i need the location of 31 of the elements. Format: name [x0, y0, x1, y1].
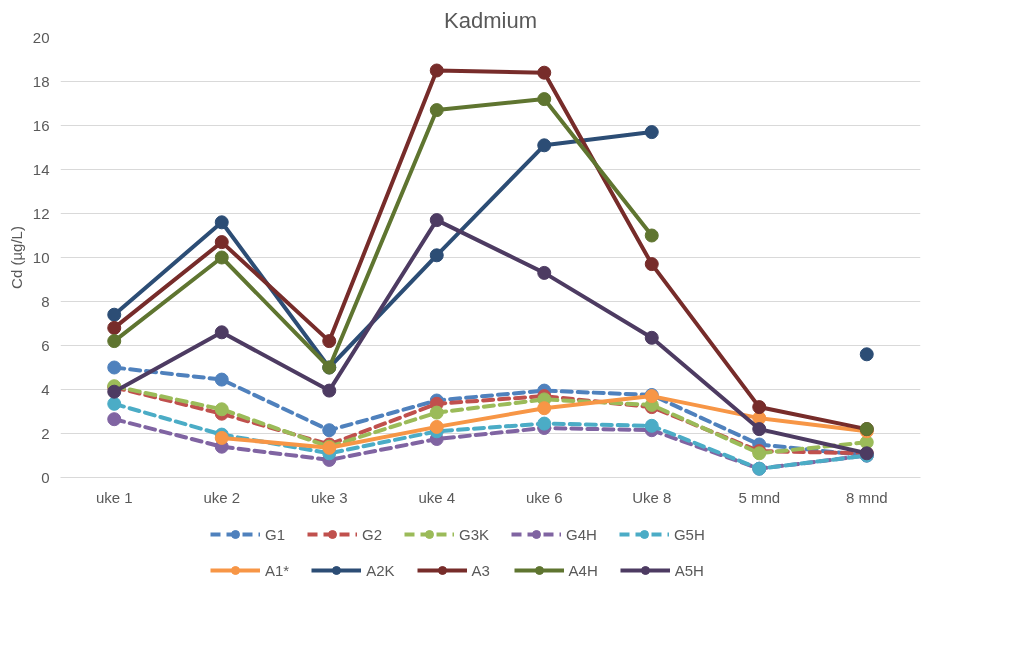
y-tick-label: 2 — [41, 424, 50, 442]
legend-label: A1* — [265, 561, 290, 579]
legend-label: A4H — [568, 561, 598, 579]
legend-label: A2K — [366, 561, 395, 579]
y-tick-label: 14 — [32, 160, 50, 178]
legend-label: G3K — [459, 525, 490, 543]
x-tick-label: uke 4 — [418, 488, 456, 506]
legend-label: A3 — [471, 561, 491, 579]
y-tick-label: 0 — [41, 468, 50, 486]
legend-label: G5H — [673, 525, 705, 543]
y-tick-label: 4 — [41, 380, 50, 398]
y-tick-label: 12 — [32, 204, 50, 222]
y-tick-label: 18 — [32, 72, 50, 90]
y-tick-label: 16 — [32, 116, 50, 134]
x-tick-label: 5 mnd — [738, 488, 781, 506]
x-tick-label: uke 2 — [203, 488, 241, 506]
legend-label: G2 — [362, 525, 383, 543]
y-axis-title: Cd (µg/L) — [7, 226, 25, 289]
x-tick-label: uke 6 — [525, 488, 563, 506]
y-tick-label: 6 — [41, 336, 50, 354]
x-tick-label: uke 1 — [95, 488, 133, 506]
x-tick-label: uke 3 — [310, 488, 348, 506]
y-tick-label: 8 — [41, 292, 50, 310]
chart-title: Kadmium — [444, 7, 537, 33]
legend-label: G1 — [265, 525, 286, 543]
x-tick-label: 8 mnd — [845, 488, 888, 506]
legend-label: G4H — [566, 525, 597, 543]
x-tick-label: Uke 8 — [632, 488, 672, 506]
y-tick-label: 10 — [32, 248, 50, 266]
y-tick-label: 20 — [32, 28, 50, 46]
legend-label: A5H — [674, 561, 704, 579]
